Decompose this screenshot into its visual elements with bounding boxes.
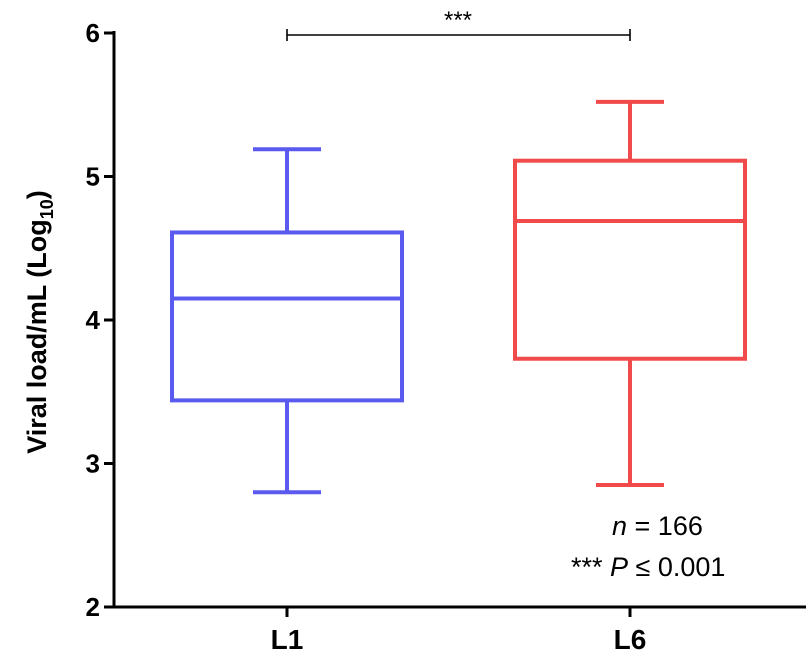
- x-category-label-L6: L6: [614, 624, 647, 652]
- iqr-box-L1: [170, 230, 404, 403]
- y-axis-label-close: ): [22, 190, 52, 199]
- box-L1: [170, 147, 404, 495]
- p-annotation-value: ≤ 0.001: [628, 552, 725, 582]
- y-axis-label: Viral load/mL (Log10): [22, 190, 57, 454]
- y-axis-label-main: Viral load/mL (Log: [22, 219, 52, 454]
- box-L6: [513, 99, 747, 488]
- labels: 2 3 4 5 6 L1 L6: [86, 18, 647, 652]
- p-annotation: *** P ≤ 0.001: [571, 552, 725, 582]
- axes: [104, 29, 806, 617]
- p-annotation-stars: ***: [571, 552, 610, 582]
- x-category-label-L1: L1: [271, 624, 304, 652]
- y-tick-label-3: 3: [86, 449, 100, 479]
- y-tick-label-6: 6: [86, 18, 100, 48]
- n-annotation-n: n: [612, 511, 627, 541]
- significance-label: ***: [444, 7, 472, 34]
- y-tick-label-4: 4: [86, 305, 101, 335]
- iqr-box-L6: [513, 158, 747, 361]
- n-annotation-value: = 166: [627, 511, 703, 541]
- y-tick-label-5: 5: [86, 162, 100, 192]
- y-axis-label-subscript: 10: [37, 199, 57, 219]
- boxes: [170, 99, 747, 495]
- y-tick-label-2: 2: [86, 592, 100, 622]
- p-annotation-p: P: [610, 552, 628, 582]
- n-annotation: n = 166: [612, 511, 703, 541]
